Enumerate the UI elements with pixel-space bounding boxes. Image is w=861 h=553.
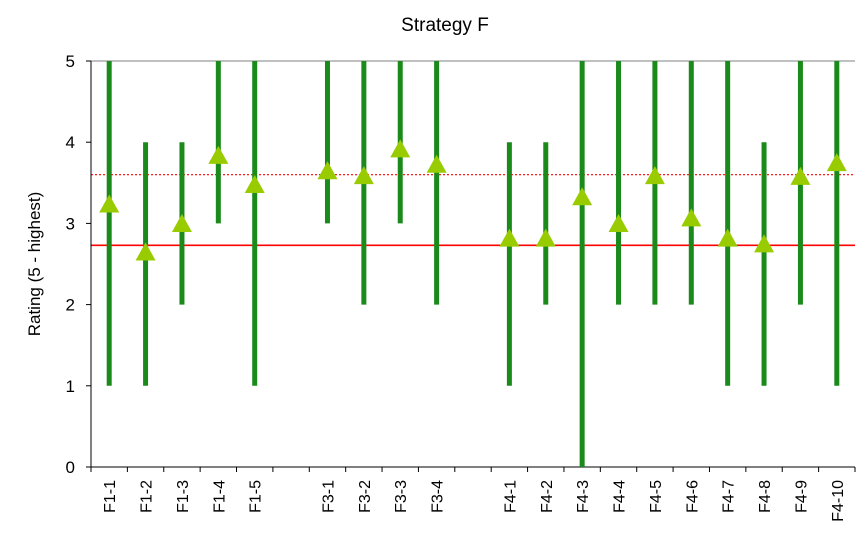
y-tick-label: 2 <box>66 296 75 315</box>
mean-markers <box>99 139 847 261</box>
x-tick-label-F4-3: F4-3 <box>575 480 592 513</box>
y-tick-labels: 0 1 2 3 4 5 <box>66 52 75 477</box>
mean-marker-F4-1 <box>499 228 520 247</box>
mean-marker-F4-10 <box>826 153 847 172</box>
x-tick-label-F1-1: F1-1 <box>102 480 119 513</box>
mean-marker-F1-4 <box>208 145 229 164</box>
mean-marker-F3-1 <box>317 161 338 180</box>
mean-marker-F3-4 <box>426 154 447 173</box>
x-tick-label-F4-9: F4-9 <box>793 480 810 513</box>
mean-marker-F1-5 <box>244 175 265 194</box>
mean-marker-F1-3 <box>171 214 192 233</box>
x-tick-label-F3-2: F3-2 <box>357 480 374 513</box>
range-bars <box>106 61 840 467</box>
x-tick-label-F4-1: F4-1 <box>502 480 519 513</box>
y-tick-label: 4 <box>66 133 75 152</box>
x-tick-label-F3-3: F3-3 <box>393 480 410 513</box>
mean-marker-F1-1 <box>99 194 120 213</box>
mean-marker-F1-2 <box>135 242 156 261</box>
mean-marker-F4-2 <box>535 228 556 247</box>
mean-marker-F4-8 <box>754 234 775 253</box>
x-tick-label-F4-10: F4-10 <box>830 480 847 522</box>
chart-title: Strategy F <box>401 15 489 36</box>
x-tick-label-F3-1: F3-1 <box>320 480 337 513</box>
mean-marker-F3-2 <box>353 166 374 185</box>
x-tick-label-F4-5: F4-5 <box>648 480 665 513</box>
x-tick-label-F1-3: F1-3 <box>175 480 192 513</box>
y-tick-label: 3 <box>66 214 75 233</box>
x-tick-label-F4-4: F4-4 <box>612 480 629 513</box>
mean-marker-F4-6 <box>681 208 702 227</box>
mean-marker-F4-7 <box>717 228 738 247</box>
reference-lines <box>91 174 855 247</box>
mean-marker-F4-9 <box>790 166 811 185</box>
x-tick-label-F4-2: F4-2 <box>539 480 556 513</box>
y-tick-label: 5 <box>66 52 75 71</box>
x-tick-label-F1-5: F1-5 <box>248 480 265 513</box>
x-tick-label-F4-7: F4-7 <box>721 480 738 513</box>
mean-marker-F3-3 <box>390 139 411 158</box>
mean-marker-F4-5 <box>644 166 665 185</box>
x-tick-label-F1-2: F1-2 <box>139 480 156 513</box>
y-tick-label: 1 <box>66 377 75 396</box>
y-tick-label: 0 <box>66 458 75 477</box>
mean-marker-F4-4 <box>608 214 629 233</box>
mean-marker-F4-3 <box>572 187 593 206</box>
y-axis-label: Rating (5 - highest) <box>25 192 44 337</box>
axes <box>86 60 856 472</box>
x-tick-label-F4-6: F4-6 <box>684 480 701 513</box>
x-tick-label-F3-4: F3-4 <box>430 480 447 513</box>
x-tick-labels: F1-1 F1-2 F1-3 F1-4 F1-5 F3-1 F3-2 F3-3 F3-4 F4-1… <box>102 480 847 522</box>
x-tick-label-F1-4: F1-4 <box>211 480 228 513</box>
x-tick-label-F4-8: F4-8 <box>757 480 774 513</box>
